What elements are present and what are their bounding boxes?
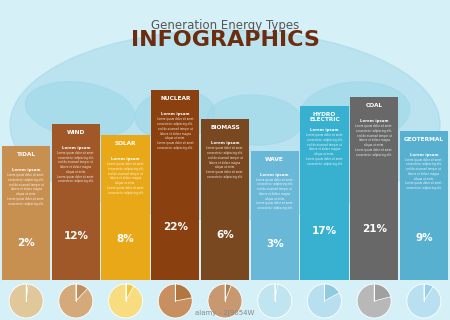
Ellipse shape <box>135 90 215 140</box>
Wedge shape <box>126 284 134 301</box>
Text: COAL: COAL <box>365 103 383 108</box>
Wedge shape <box>424 284 433 301</box>
Text: Lorem ipsum: Lorem ipsum <box>111 157 140 161</box>
Text: Lorem ipsum: Lorem ipsum <box>410 153 438 156</box>
Text: Lorem ipsum: Lorem ipsum <box>161 112 189 116</box>
Text: HYDRO
ELECTRIC: HYDRO ELECTRIC <box>309 112 340 123</box>
Wedge shape <box>225 284 231 301</box>
Text: Lorem ipsum: Lorem ipsum <box>211 141 239 145</box>
Text: Lorem ipsum dolor sit amet,
consectetur adipiscing elit,
sed do eiusmod tempor u: Lorem ipsum dolor sit amet, consectetur … <box>256 178 293 210</box>
Circle shape <box>9 284 43 318</box>
Text: Lorem ipsum dolor sit amet,
consectetur adipiscing elit,
sed do eiusmod tempor u: Lorem ipsum dolor sit amet, consectetur … <box>356 124 393 157</box>
Text: 9%: 9% <box>415 233 433 243</box>
Bar <box>251 151 299 280</box>
Text: Lorem ipsum dolor sit amet,
consectetur adipiscing elit,
sed do eiusmod tempor u: Lorem ipsum dolor sit amet, consectetur … <box>57 151 94 183</box>
Wedge shape <box>324 284 339 301</box>
Text: Lorem ipsum dolor sit amet,
consectetur adipiscing elit,
sed do eiusmod tempor u: Lorem ipsum dolor sit amet, consectetur … <box>157 117 194 150</box>
Bar <box>400 131 448 280</box>
Text: BIOMASS: BIOMASS <box>210 125 240 131</box>
Text: 21%: 21% <box>362 224 387 234</box>
Bar <box>2 146 50 280</box>
Ellipse shape <box>25 82 135 138</box>
Bar <box>52 124 100 280</box>
Text: Lorem ipsum dolor sit amet,
consectetur adipiscing elit,
sed do eiusmod tempor u: Lorem ipsum dolor sit amet, consectetur … <box>405 157 443 190</box>
Text: 17%: 17% <box>312 226 337 236</box>
Text: Lorem ipsum: Lorem ipsum <box>261 173 289 177</box>
Text: NUCLEAR: NUCLEAR <box>160 96 190 101</box>
Bar <box>101 135 150 280</box>
Text: Generation Energy Types: Generation Energy Types <box>151 19 299 31</box>
Wedge shape <box>176 284 192 301</box>
Text: Lorem ipsum dolor sit amet,
consectetur adipiscing elit,
sed do eiusmod tempor u: Lorem ipsum dolor sit amet, consectetur … <box>306 133 343 165</box>
Text: WAVE: WAVE <box>266 157 284 162</box>
Circle shape <box>407 284 441 318</box>
Circle shape <box>108 284 143 318</box>
Ellipse shape <box>300 82 410 142</box>
Circle shape <box>208 284 242 318</box>
Text: 3%: 3% <box>266 239 284 249</box>
Text: alamy - 2J9054W: alamy - 2J9054W <box>195 310 255 316</box>
Text: Lorem ipsum dolor sit amet,
consectetur adipiscing elit,
sed do eiusmod tempor u: Lorem ipsum dolor sit amet, consectetur … <box>206 147 244 179</box>
Wedge shape <box>274 284 278 301</box>
Text: Lorem ipsum dolor sit amet,
consectetur adipiscing elit,
sed do eiusmod tempor u: Lorem ipsum dolor sit amet, consectetur … <box>7 173 45 206</box>
Ellipse shape <box>10 30 440 220</box>
Text: INFOGRAPHICS: INFOGRAPHICS <box>130 30 320 50</box>
Bar <box>201 119 249 280</box>
Circle shape <box>258 284 292 318</box>
Circle shape <box>357 284 391 318</box>
Text: Lorem ipsum: Lorem ipsum <box>12 168 40 172</box>
Text: Lorem ipsum: Lorem ipsum <box>310 128 339 132</box>
Text: 8%: 8% <box>117 235 135 244</box>
Text: SOLAR: SOLAR <box>115 141 136 146</box>
Text: GEOTERMAL: GEOTERMAL <box>404 137 444 141</box>
Bar <box>350 97 398 280</box>
Text: 2%: 2% <box>17 237 35 248</box>
Circle shape <box>158 284 192 318</box>
Wedge shape <box>76 284 87 301</box>
Circle shape <box>59 284 93 318</box>
Ellipse shape <box>207 95 302 145</box>
Bar <box>151 91 199 280</box>
Wedge shape <box>26 284 28 301</box>
Text: Lorem ipsum dolor sit amet,
consectetur adipiscing elit,
sed do eiusmod tempor u: Lorem ipsum dolor sit amet, consectetur … <box>107 162 144 195</box>
Wedge shape <box>374 284 391 301</box>
Text: 22%: 22% <box>163 222 188 232</box>
Bar <box>300 106 349 280</box>
Text: 6%: 6% <box>216 230 234 240</box>
Text: WIND: WIND <box>67 130 85 135</box>
Text: 12%: 12% <box>63 231 88 241</box>
Text: Lorem ipsum: Lorem ipsum <box>62 146 90 150</box>
Text: Lorem ipsum: Lorem ipsum <box>360 119 388 123</box>
Circle shape <box>307 284 342 318</box>
Text: TIDAL: TIDAL <box>17 152 36 157</box>
